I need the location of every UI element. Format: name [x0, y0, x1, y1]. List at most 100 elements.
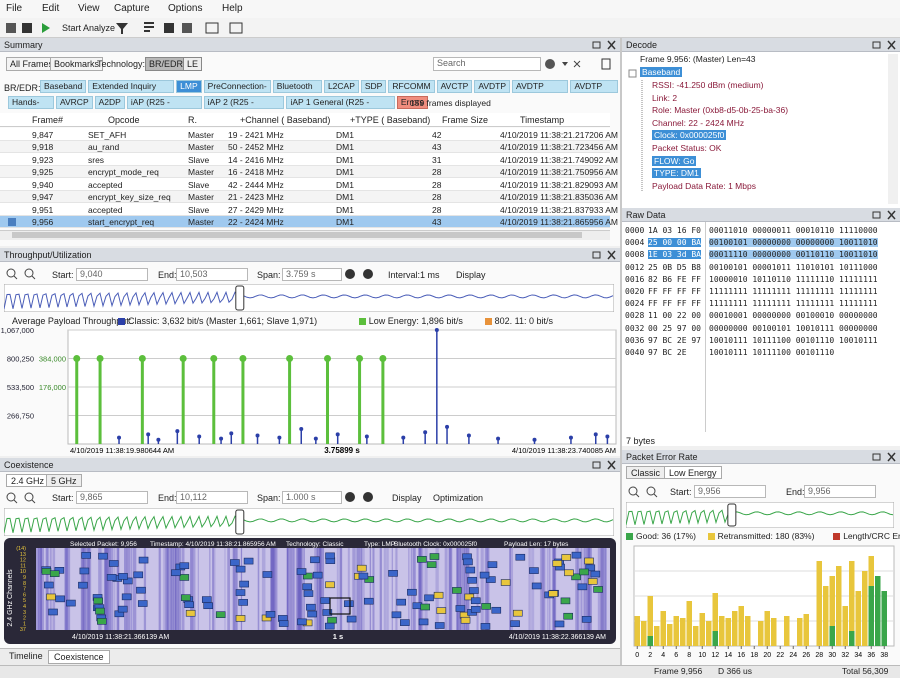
optimization-dropdown[interactable]: Optimization	[433, 493, 484, 503]
tree-field[interactable]: Packet Status: OK	[652, 143, 722, 153]
table-cell[interactable]: 4/10/2019 11:38:21.750956 AM	[500, 167, 618, 177]
table-cell[interactable]: 28	[432, 192, 442, 202]
raw-hex[interactable]: 82 B6 FE FF	[648, 274, 701, 284]
menu-item[interactable]: Capture	[114, 3, 150, 14]
start-analyze-button[interactable]: Start Analyze	[62, 23, 116, 33]
table-cell[interactable]: 14 - 2416 MHz	[228, 154, 284, 165]
table-cell[interactable]: 9,951	[32, 204, 54, 215]
per-tab[interactable]: Classic	[626, 466, 666, 479]
table-cell[interactable]: Master	[188, 142, 214, 152]
raw-binary[interactable]: 10010111 10111100 00101110 10010111	[709, 335, 878, 345]
tree-field[interactable]: FLOW: Go	[652, 155, 697, 166]
table-cell[interactable]: start_encrypt_req	[88, 217, 155, 227]
table-cell[interactable]: 42 - 2444 MHz	[228, 179, 284, 190]
panel-buttons[interactable]	[872, 40, 896, 50]
column-header[interactable]: +TYPE ( Baseband)	[350, 115, 431, 125]
table-cell[interactable]: Slave	[188, 179, 210, 190]
protocol-tab[interactable]: iAP 1 General (R25 - Unofficial)	[286, 96, 395, 110]
tree-field[interactable]: Role: Master (0xb8-d5-0b-25-ba-36)	[652, 105, 789, 116]
protocol-tab[interactable]: AVRCP	[55, 96, 93, 109]
raw-binary[interactable]: 00000000 00100101 10010111 00000000	[709, 323, 878, 333]
raw-hex[interactable]: FF FF FF FF	[648, 299, 701, 309]
table-cell[interactable]: Slave	[188, 204, 210, 215]
table-cell[interactable]: Slave	[188, 154, 210, 165]
raw-hex[interactable]: 97 BC 2E 97	[648, 335, 701, 345]
table-cell[interactable]: encrypt_key_size_req	[88, 192, 171, 202]
tree-field[interactable]: RSSI: -41.250 dBm (medium)	[652, 80, 764, 90]
table-cell[interactable]: 4/10/2019 11:38:21.829093 AM	[500, 179, 618, 190]
table-cell[interactable]: DM1	[336, 129, 354, 140]
table-cell[interactable]: 43	[432, 142, 442, 152]
column-header[interactable]: +Channel ( Baseband)	[240, 115, 331, 125]
filter-button[interactable]: Bookmarks	[50, 57, 104, 71]
table-cell[interactable]: DM1	[336, 142, 354, 152]
zoom-buttons[interactable]	[6, 492, 40, 504]
protocol-tab[interactable]: Bluetooth FHS	[272, 80, 322, 94]
table-cell[interactable]: accepted	[88, 204, 123, 215]
panel-buttons[interactable]	[592, 460, 616, 470]
table-cell[interactable]: 50 - 2452 MHz	[228, 142, 284, 152]
table-cell[interactable]: 9,956	[32, 217, 54, 227]
nav-buttons[interactable]	[345, 491, 375, 503]
raw-hex[interactable]: 00 25 97 00	[648, 323, 701, 333]
raw-hex[interactable]: 97 BC 2E	[648, 348, 687, 357]
tree-field[interactable]: Channel: 22 - 2424 MHz	[652, 117, 745, 128]
band-tab[interactable]: 2.4 GHz	[6, 474, 50, 487]
tree-field[interactable]: Clock: 0x000025f0	[652, 130, 727, 141]
bottom-tab[interactable]: Coexistence	[48, 650, 110, 664]
tree-field[interactable]: Payload Data Rate: 1 Mbps	[652, 180, 756, 191]
table-cell[interactable]: Master	[188, 192, 214, 202]
per-tab[interactable]: Low Energy	[664, 466, 722, 479]
column-header[interactable]: Timestamp	[520, 115, 565, 125]
interval-dropdown[interactable]: 1 ms	[420, 270, 440, 280]
table-cell[interactable]: 4/10/2019 11:38:21.749092 AM	[500, 154, 618, 165]
zoom-buttons[interactable]	[628, 486, 662, 498]
end-field[interactable]: 10,503	[176, 268, 248, 281]
column-header[interactable]: Opcode	[108, 115, 140, 125]
protocol-tab[interactable]: LMP	[176, 80, 202, 93]
protocol-tab[interactable]: AVCTP	[436, 80, 473, 93]
table-cell[interactable]: 21 - 2423 MHz	[228, 192, 284, 202]
table-cell[interactable]: 9,940	[32, 179, 54, 190]
raw-hex[interactable]: FF FF FF FF	[648, 287, 701, 296]
raw-binary[interactable]: 00011010 00000011 00010110 11110000	[709, 226, 878, 235]
protocol-tab[interactable]: Baseband	[40, 80, 87, 93]
protocol-tab[interactable]: AVDTP Media	[570, 80, 618, 94]
panel-buttons[interactable]	[592, 250, 616, 260]
raw-hex[interactable]: 1A 03 16 F0	[648, 226, 701, 235]
table-cell[interactable]: 16 - 2418 MHz	[228, 167, 284, 177]
table-cell[interactable]: Master	[188, 217, 214, 227]
table-cell[interactable]: 19 - 2421 MHz	[228, 129, 284, 140]
display-dropdown[interactable]: Display	[392, 493, 422, 503]
protocol-tab[interactable]: A2DP	[94, 96, 125, 109]
menu-item[interactable]: Options	[168, 3, 203, 14]
span-field[interactable]: 3.759 s	[282, 268, 342, 281]
column-header[interactable]: Frame Size	[442, 115, 489, 125]
protocol-tab[interactable]: Errors	[396, 96, 428, 109]
table-cell[interactable]: 27 - 2429 MHz	[228, 204, 284, 215]
bottom-tab[interactable]: Timeline	[9, 651, 43, 661]
table-cell[interactable]: 4/10/2019 11:38:21.865956 AM	[500, 217, 618, 227]
table-cell[interactable]: DM1	[336, 192, 354, 202]
table-cell[interactable]: 28	[432, 167, 442, 177]
table-cell[interactable]: 9,923	[32, 154, 54, 165]
start-field[interactable]: 9,040	[76, 268, 148, 281]
table-cell[interactable]: 4/10/2019 11:38:21.837933 AM	[500, 204, 618, 215]
raw-binary[interactable]: 10010111 10111100 00101110	[709, 348, 835, 357]
end-field[interactable]: 10,112	[176, 491, 248, 504]
table-cell[interactable]: DM1	[336, 217, 354, 227]
protocol-tab[interactable]: L2CAP	[323, 80, 359, 93]
protocol-tab[interactable]: RFCOMM	[388, 80, 435, 93]
zoom-buttons[interactable]	[6, 268, 40, 280]
technology-button[interactable]: BR/EDR	[145, 57, 188, 71]
panel-buttons[interactable]	[872, 210, 896, 220]
panel-buttons[interactable]	[872, 452, 896, 462]
raw-binary[interactable]: 10000010 10110110 11111110 11111111	[709, 274, 878, 284]
raw-binary[interactable]: 11111111 11111111 11111111 11111111	[709, 299, 878, 309]
menu-item[interactable]: File	[6, 3, 23, 14]
table-cell[interactable]: encrypt_mode_req	[88, 167, 159, 177]
menu-item[interactable]: Edit	[42, 3, 60, 14]
raw-binary[interactable]: 11111111 11111111 11111111 11111111	[709, 287, 878, 296]
menu-item[interactable]: Help	[222, 3, 243, 14]
protocol-tab[interactable]: iAP 2 (R25 - Unofficial)	[203, 96, 285, 110]
